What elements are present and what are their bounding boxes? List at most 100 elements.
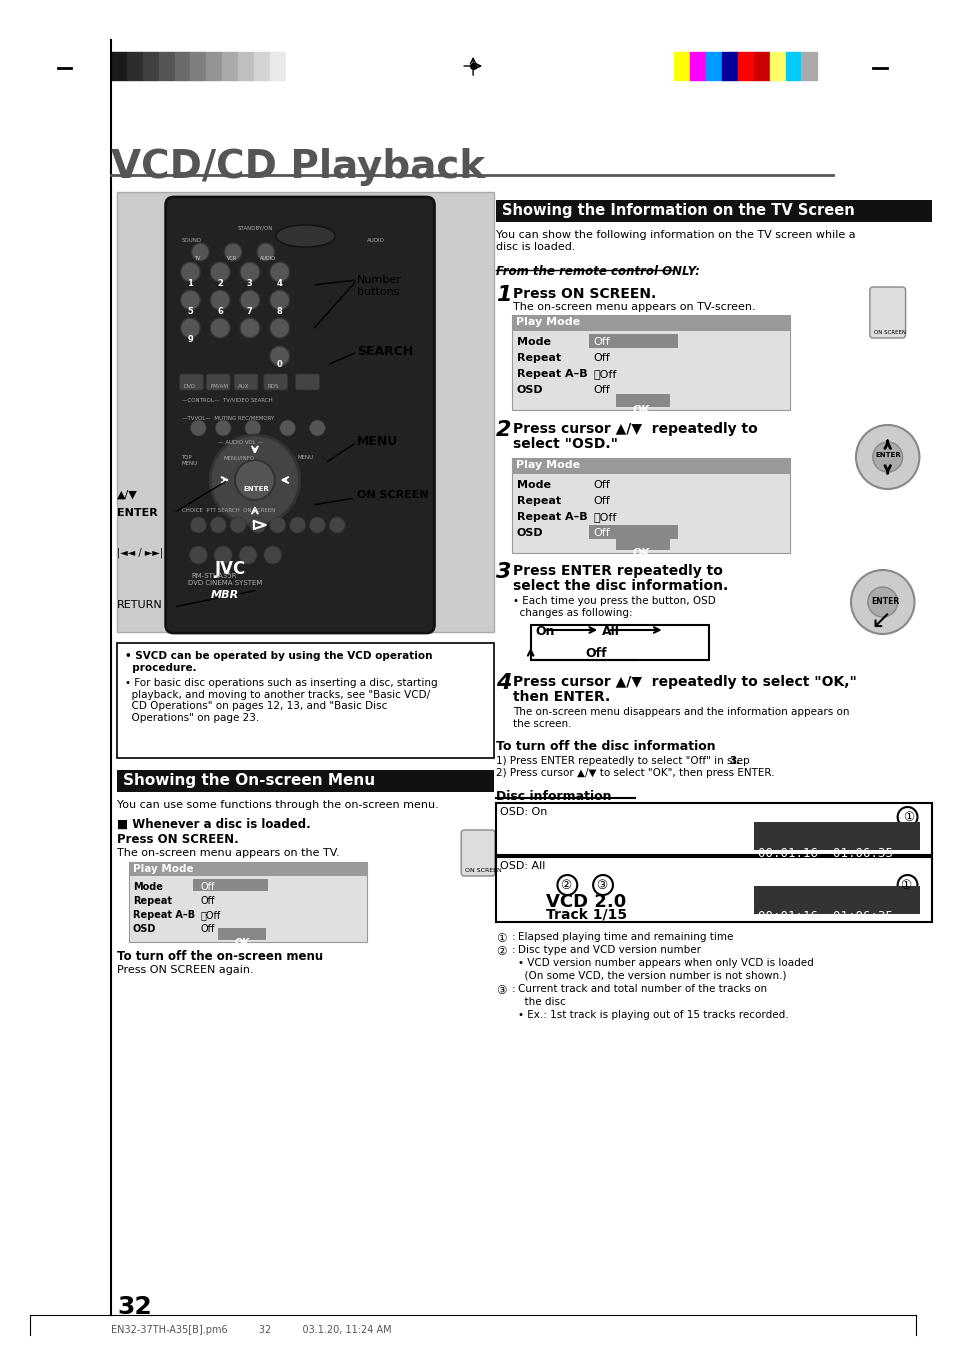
FancyBboxPatch shape (460, 830, 495, 876)
Text: FM/AM: FM/AM (210, 384, 228, 389)
Bar (193, 879, 268, 891)
Text: Off: Off (593, 385, 609, 395)
Text: AUDIO: AUDIO (367, 238, 384, 243)
Bar (129, 863, 367, 942)
Text: JVC: JVC (215, 560, 246, 579)
Text: You can show the following information on the TV screen while a
disc is loaded.: You can show the following information o… (496, 230, 855, 251)
Bar (496, 200, 931, 222)
Bar (511, 315, 789, 410)
Bar (158, 51, 174, 80)
Bar (769, 51, 784, 80)
Text: OK: OK (632, 406, 650, 415)
Text: — AUDIO VOL —: — AUDIO VOL — (218, 439, 263, 445)
Bar (117, 192, 494, 631)
Circle shape (850, 571, 914, 634)
Text: 2: 2 (496, 420, 511, 439)
Text: Track 1/15: Track 1/15 (545, 907, 626, 921)
Bar (143, 51, 158, 80)
Text: ␓Off: ␓Off (593, 369, 616, 379)
Text: OSD: On: OSD: On (499, 807, 547, 817)
Text: ON SCREEN: ON SCREEN (356, 489, 428, 500)
Bar (784, 51, 801, 80)
Circle shape (329, 516, 345, 533)
Bar (127, 51, 143, 80)
Text: VCD/CD Playback: VCD/CD Playback (111, 147, 485, 187)
Circle shape (309, 420, 325, 435)
Text: 3: 3 (496, 562, 511, 581)
Bar (721, 51, 738, 80)
Circle shape (593, 875, 613, 895)
Text: then ENTER.: then ENTER. (513, 690, 609, 704)
Bar (191, 51, 206, 80)
Circle shape (245, 420, 260, 435)
Text: Press ENTER repeatedly to: Press ENTER repeatedly to (513, 564, 722, 579)
Text: Repeat: Repeat (132, 896, 172, 906)
FancyBboxPatch shape (295, 375, 319, 389)
Text: AUX: AUX (238, 384, 250, 389)
Text: Off: Off (593, 496, 609, 506)
Bar (285, 51, 301, 80)
Text: • Ex.: 1st track is playing out of 15 tracks recorded.: • Ex.: 1st track is playing out of 15 tr… (517, 1010, 787, 1019)
Text: ↙: ↙ (870, 610, 891, 634)
Circle shape (290, 516, 305, 533)
Text: OK: OK (632, 548, 650, 558)
Bar (738, 51, 753, 80)
Text: VCR: VCR (227, 256, 237, 261)
Bar (218, 927, 266, 940)
Circle shape (256, 243, 274, 261)
Text: ③: ③ (496, 984, 506, 996)
Text: Repeat A–B: Repeat A–B (132, 910, 194, 919)
Text: 4: 4 (276, 279, 282, 288)
Circle shape (192, 243, 209, 261)
Circle shape (210, 262, 230, 283)
Text: All: All (601, 625, 619, 638)
Text: The on-screen menu appears on TV-screen.: The on-screen menu appears on TV-screen. (513, 301, 755, 312)
Circle shape (270, 262, 290, 283)
Circle shape (897, 807, 917, 827)
Bar (270, 51, 285, 80)
Text: Press cursor ▲/▼  repeatedly to select "OK,": Press cursor ▲/▼ repeatedly to select "O… (513, 675, 856, 690)
Text: OK: OK (233, 938, 250, 948)
Text: ON SCREEN: ON SCREEN (465, 868, 501, 873)
Text: OSD: OSD (517, 529, 543, 538)
Text: VCD 2.0: VCD 2.0 (545, 894, 625, 911)
Text: Off: Off (593, 353, 609, 362)
Text: To turn off the on-screen menu: To turn off the on-screen menu (117, 950, 323, 963)
Text: ②: ② (496, 945, 506, 959)
Bar (117, 644, 494, 758)
Text: Repeat A–B: Repeat A–B (517, 512, 587, 522)
Circle shape (180, 318, 200, 338)
Bar (174, 51, 191, 80)
FancyBboxPatch shape (179, 375, 203, 389)
Text: select the disc information.: select the disc information. (513, 579, 727, 594)
Text: The on-screen menu disappears and the information appears on: The on-screen menu disappears and the in… (513, 707, 848, 717)
Text: Off: Off (200, 923, 214, 934)
FancyBboxPatch shape (264, 375, 288, 389)
Circle shape (210, 289, 230, 310)
Text: MENU: MENU (297, 456, 314, 460)
Circle shape (234, 460, 274, 500)
Bar (589, 334, 678, 347)
Text: STANDBY/ON: STANDBY/ON (238, 224, 274, 230)
Text: RDS: RDS (268, 384, 279, 389)
Text: the disc: the disc (517, 996, 565, 1007)
Bar (129, 863, 367, 876)
Text: AUDIO: AUDIO (259, 256, 275, 261)
FancyBboxPatch shape (166, 197, 434, 633)
Bar (111, 51, 127, 80)
Text: 00:01:16  01:06:35: 00:01:16 01:06:35 (757, 910, 892, 923)
Circle shape (872, 442, 902, 472)
Ellipse shape (275, 224, 335, 247)
Text: Off: Off (584, 648, 606, 660)
Bar (589, 525, 678, 539)
Text: ②: ② (559, 879, 571, 892)
Text: :: : (511, 984, 515, 994)
Bar (511, 458, 789, 475)
Text: Showing the Information on the TV Screen: Showing the Information on the TV Screen (501, 203, 854, 218)
Text: Play Mode: Play Mode (516, 460, 579, 470)
Text: ␓Off: ␓Off (200, 910, 220, 919)
Circle shape (240, 262, 259, 283)
Text: :: : (511, 945, 515, 955)
Circle shape (230, 516, 246, 533)
Circle shape (190, 546, 207, 564)
